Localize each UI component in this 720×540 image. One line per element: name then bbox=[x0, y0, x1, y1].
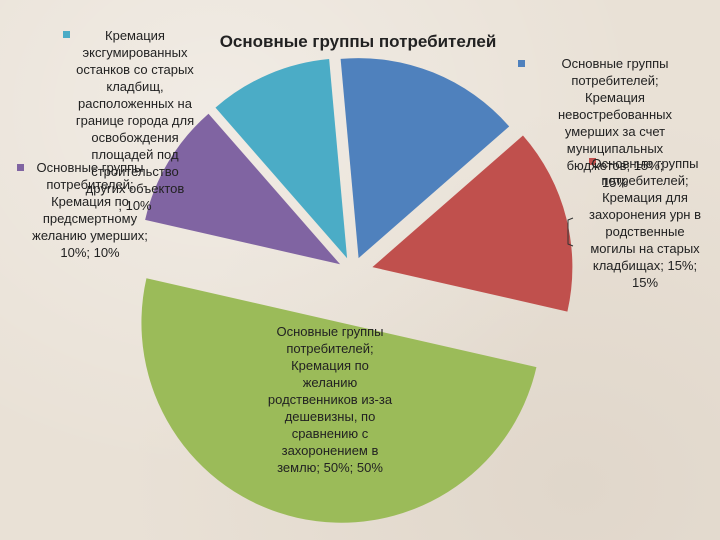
data-label-line: захоронением в bbox=[282, 443, 379, 458]
data-label-line: кладбищах; 15%; bbox=[593, 258, 697, 273]
data-label-line: Кремация bbox=[585, 90, 645, 105]
legend-marker-purple bbox=[17, 164, 24, 171]
data-label-line: Основные группы bbox=[591, 156, 698, 171]
chart-title: Основные группы потребителей bbox=[220, 32, 497, 51]
data-label-line: потребителей; bbox=[571, 73, 658, 88]
data-label-line: эксгумированных bbox=[83, 45, 188, 60]
legend-marker-red bbox=[589, 158, 596, 165]
data-label-line: 15% bbox=[632, 275, 658, 290]
data-label-line: дешевизны, по bbox=[285, 409, 376, 424]
data-label-line: границе города для bbox=[76, 113, 194, 128]
leader-line bbox=[567, 217, 574, 247]
data-label-line: площадей под bbox=[91, 147, 179, 162]
data-label-line: желанию bbox=[303, 375, 358, 390]
pie-slice-teal bbox=[215, 59, 348, 259]
data-label-line: других объектов bbox=[86, 181, 185, 196]
data-label-line: Основные группы bbox=[276, 324, 383, 339]
data-label-line: землю; 50%; 50% bbox=[277, 460, 383, 475]
pie-slice-blue bbox=[340, 58, 510, 259]
data-label-red: Основные группы потребителей; Кремация для… bbox=[589, 156, 701, 290]
data-label-line: 15% bbox=[602, 175, 628, 190]
data-label-blue: Основные группы потребителей; Кремация нево… bbox=[558, 56, 673, 190]
data-label-line: потребителей; bbox=[286, 341, 373, 356]
pie-slices bbox=[141, 58, 573, 523]
data-label-line: родственников из-за bbox=[268, 392, 393, 407]
data-label-line: предсмертному bbox=[43, 211, 138, 226]
data-label-line: муниципальных bbox=[567, 141, 664, 156]
data-label-line: потребителей; bbox=[46, 177, 133, 192]
data-label-line: расположенных на bbox=[78, 96, 193, 111]
data-label-line: ; 10% bbox=[118, 198, 152, 213]
legend-marker-blue bbox=[518, 60, 525, 67]
data-label-line: умерших за счет bbox=[565, 124, 665, 139]
data-label-teal: Кремация эксгумированных останков со стары… bbox=[76, 28, 194, 213]
data-label-line: потребителей; bbox=[601, 173, 688, 188]
pie-slice-purple bbox=[145, 113, 341, 265]
data-label-line: родственные bbox=[605, 224, 684, 239]
data-label-line: кладбищ, bbox=[106, 79, 163, 94]
data-label-line: освобождения bbox=[91, 130, 178, 145]
data-label-line: сравнению с bbox=[292, 426, 369, 441]
data-label-line: останков со старых bbox=[76, 62, 194, 77]
data-label-line: захоронения урн в bbox=[589, 207, 701, 222]
pie-labels: Кремация эксгумированных останков со стары… bbox=[17, 28, 701, 475]
data-label-line: Кремация по bbox=[51, 194, 129, 209]
data-label-line: бюджетов; 15%; bbox=[567, 158, 664, 173]
data-label-line: строительство bbox=[91, 164, 179, 179]
data-label-line: Кремация bbox=[105, 28, 165, 43]
data-label-purple: Основные группы потребителей; Кремация по п… bbox=[32, 160, 148, 260]
data-label-line: Кремация для bbox=[602, 190, 688, 205]
data-label-line: Основные группы bbox=[36, 160, 143, 175]
data-label-line: желанию умерших; bbox=[32, 228, 148, 243]
data-label-line: могилы на старых bbox=[590, 241, 700, 256]
data-label-line: 10%; 10% bbox=[60, 245, 120, 260]
pie-slice-green bbox=[141, 278, 537, 523]
data-label-line: Основные группы bbox=[561, 56, 668, 71]
legend-marker-teal bbox=[63, 31, 70, 38]
pie-slice-red bbox=[372, 135, 573, 312]
data-label-green: Основные группы потребителей; Кремация по ж… bbox=[268, 324, 393, 475]
data-label-line: невостребованных bbox=[558, 107, 673, 122]
data-label-line: Кремация по bbox=[291, 358, 369, 373]
